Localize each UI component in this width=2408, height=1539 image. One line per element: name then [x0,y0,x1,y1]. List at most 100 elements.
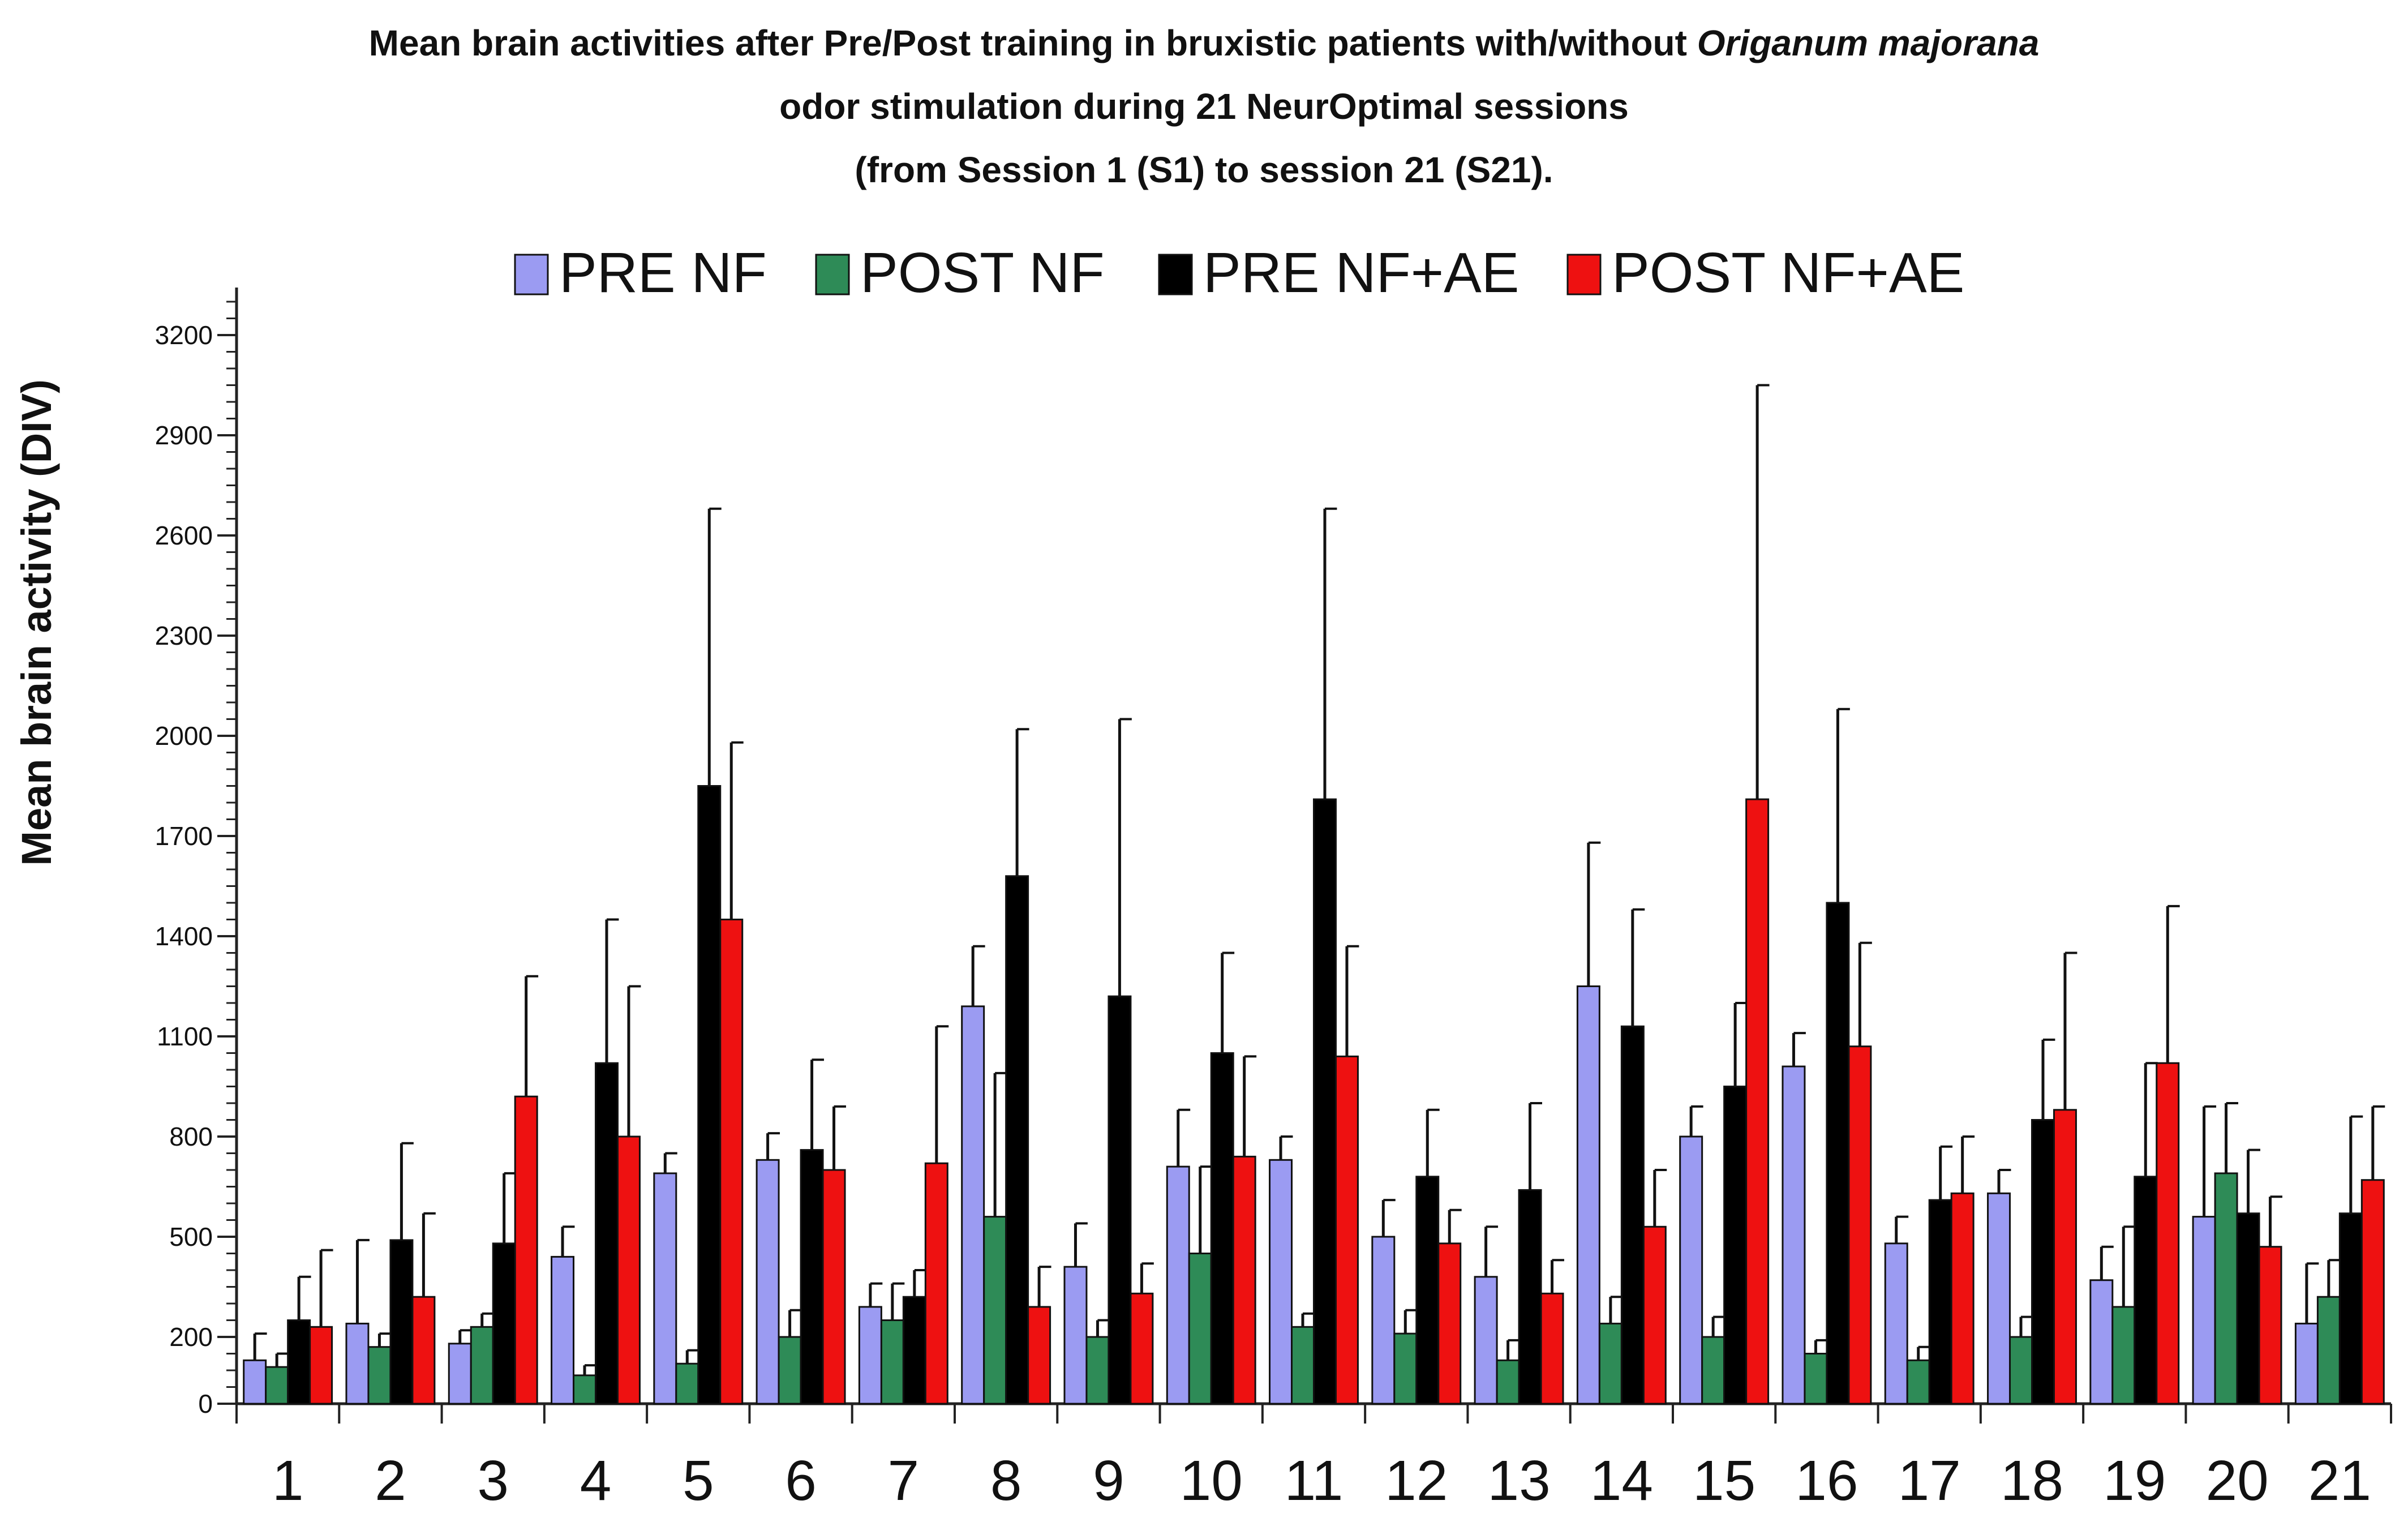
bar [265,1366,289,1405]
title-line-1-text: Mean brain activities after Pre/Post tra… [368,23,1697,63]
bar [1518,1189,1542,1405]
bar [448,1343,472,1405]
legend-swatch [1566,254,1602,295]
bar [1232,1155,1256,1405]
bar [1371,1236,1396,1405]
series-pre-nf [243,841,2319,1405]
bar [1393,1332,1418,1405]
bar [1108,995,1132,1405]
legend: PRE NF POST NF PRE NF+AE POST NF+AE [514,241,1964,305]
title-line-1: Mean brain activities after Pre/Post tra… [0,11,2408,75]
y-tick-label: 3200 [155,320,213,350]
x-category-label: 3 [477,1449,509,1512]
series-pre-nf-ae [287,507,2363,1405]
bar [1415,1176,1440,1405]
bar [675,1362,699,1405]
bar [1620,1025,1645,1405]
bar [1005,875,1029,1405]
bar [2053,1109,2077,1405]
x-category-label: 9 [1093,1449,1124,1512]
series-post-nf [265,1071,2341,1405]
bar [1679,1135,1703,1405]
bar [653,1172,677,1405]
bar [983,1216,1007,1405]
bar [1210,1052,1234,1405]
bar [1085,1336,1110,1405]
bar [880,1319,904,1405]
bar [573,1374,596,1405]
y-tick-label: 1100 [157,1022,213,1051]
x-category-label: 20 [2205,1449,2268,1512]
bar [2031,1119,2055,1405]
bar [1950,1192,1975,1405]
y-tick-label: 1400 [155,921,213,951]
bar [367,1346,392,1405]
bar [1334,1055,1359,1405]
bar [1576,985,1600,1405]
bar [697,785,722,1405]
x-category-label: 4 [580,1449,612,1512]
bars [243,384,2385,1405]
x-category-label: 18 [2001,1449,2063,1512]
legend-swatch [514,254,549,295]
bar [2089,1279,2114,1405]
bar [1540,1292,1564,1405]
y-axis: 0 200 500 800 1100 1400 1700 2000 2300 2600 2900 32… [155,288,238,1418]
bar [719,919,744,1405]
bar [1884,1242,1908,1405]
bar [1291,1326,1315,1405]
bar [2258,1246,2282,1405]
legend-label: POST NF [860,241,1105,305]
bar [1063,1266,1088,1405]
bar [1027,1306,1051,1405]
bar [822,1169,846,1405]
bar [1723,1086,1748,1405]
bar [1928,1199,1952,1405]
y-tick-label: 500 [169,1222,213,1251]
legend-label: PRE NF [559,241,767,305]
legend-swatch [1158,254,1193,295]
chart-title: Mean brain activities after Pre/Post tra… [0,11,2408,202]
bar [1701,1336,1725,1405]
x-category-label: 11 [1285,1449,1343,1512]
x-category-label: 12 [1385,1449,1448,1512]
x-category-label: 7 [888,1449,920,1512]
bar [1745,798,1770,1405]
x-axis: 1 2 3 4 5 6 7 8 9 10 11 12 13 14 15 16 17 18 19 20 21 [235,1402,2392,1512]
x-category-label: 1 [272,1449,304,1512]
bar [1313,798,1337,1405]
y-tick-label: 2000 [155,721,213,751]
bar [492,1242,516,1405]
bar [1826,902,1850,1405]
bar [800,1149,824,1405]
y-tick-label: 1700 [155,821,213,851]
bar [514,1095,538,1405]
bar [287,1319,311,1405]
bar [2360,1179,2385,1405]
bar [2316,1296,2341,1405]
x-category-label: 15 [1693,1449,1755,1512]
bar [778,1336,802,1405]
x-category-label: 19 [2103,1449,2166,1512]
bar [756,1159,780,1405]
x-category-label: 8 [990,1449,1022,1512]
bar [2009,1336,2033,1405]
title-line-3: (from Session 1 (S1) to session 21 (S21)… [855,149,1553,190]
bar [902,1296,926,1405]
x-category-label: 10 [1180,1449,1243,1512]
x-category-label: 5 [683,1449,714,1512]
legend-label: POST NF+AE [1612,241,1964,305]
y-tick-label: 2300 [155,621,213,650]
x-category-label: 13 [1487,1449,1550,1512]
bar [1474,1276,1498,1405]
bar [2192,1216,2216,1405]
bar [345,1322,370,1405]
legend-label: PRE NF+AE [1203,241,1520,305]
bar [243,1359,267,1405]
x-category-label: 21 [2308,1449,2371,1512]
series-post-nf-ae [309,384,2385,1405]
bar [2111,1306,2136,1405]
y-tick-label: 800 [169,1122,213,1151]
bar [1987,1192,2011,1405]
